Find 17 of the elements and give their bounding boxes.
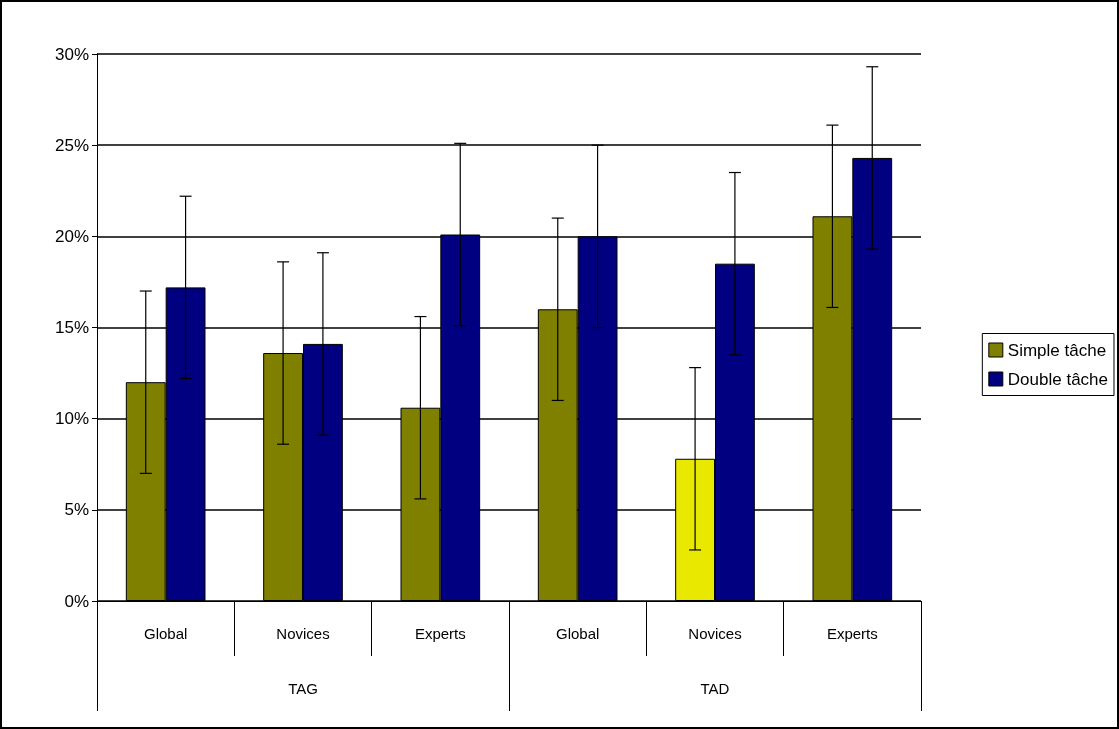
y-tick-label: 10% [54,409,89,429]
x-tick-label: Novices [688,624,742,642]
x-tick-label: Experts [414,624,466,642]
y-tick-label: 15% [54,318,89,337]
y-tick-label: 25% [54,135,89,155]
y-tick-label: 0% [64,591,89,611]
x-tick-label: Experts [826,624,878,642]
text: TAD [700,679,730,697]
legend-label: Double tâche [1007,369,1109,389]
y-tick-label: 5% [64,500,89,520]
text: TAG [288,679,318,697]
legend-label: Simple tâche [1007,340,1107,360]
y-tick-label: 30% [54,44,89,64]
x-tick-label: Global [555,624,600,642]
x-tick-label: Global [143,624,188,642]
x-tick-label: Novices [276,624,330,642]
y-tick-label: 20% [54,226,89,246]
